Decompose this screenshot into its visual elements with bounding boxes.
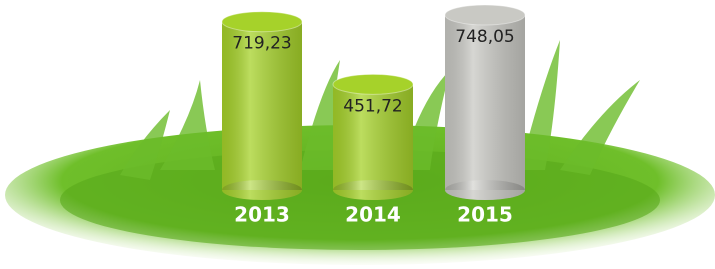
x-tick-label: 2015 bbox=[457, 203, 513, 227]
value-label: 719,23 bbox=[232, 34, 291, 54]
bar-shade-base bbox=[333, 180, 413, 200]
bar-top bbox=[445, 5, 525, 25]
x-tick-label: 2013 bbox=[234, 203, 290, 227]
value-label: 451,72 bbox=[343, 96, 402, 116]
bar-shade-base bbox=[222, 180, 302, 200]
page: {"chart_data": {"type": "bar", "categori… bbox=[0, 0, 715, 269]
value-label: 748,05 bbox=[455, 27, 514, 47]
bar-top bbox=[333, 74, 413, 94]
chart: 719,23 2013 451,72 2014 748,05 2015 bbox=[0, 0, 715, 269]
x-tick-label: 2014 bbox=[345, 203, 401, 227]
bar-top bbox=[222, 12, 302, 32]
bar-shade-base bbox=[445, 180, 525, 200]
